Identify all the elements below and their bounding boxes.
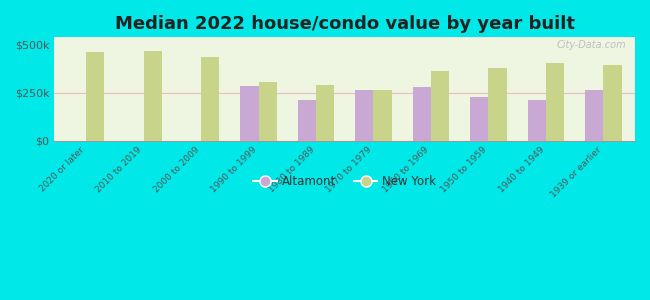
Legend: Altamont, New York: Altamont, New York [249,170,441,192]
Bar [355,90,374,140]
Text: City-Data.com: City-Data.com [556,40,627,50]
Bar [240,86,259,140]
Bar [259,82,277,140]
Bar [201,57,220,140]
Bar [546,63,564,140]
Title: Median 2022 house/condo value by year built: Median 2022 house/condo value by year bu… [115,15,575,33]
Bar [374,90,392,140]
Bar [528,100,546,140]
Bar [431,71,449,140]
Bar [603,65,622,140]
Bar [144,51,162,140]
Bar [585,90,603,140]
Bar [488,68,507,140]
Bar [470,97,488,140]
Bar [86,52,105,140]
Bar [298,100,316,140]
Bar [316,85,334,140]
Bar [413,87,431,140]
